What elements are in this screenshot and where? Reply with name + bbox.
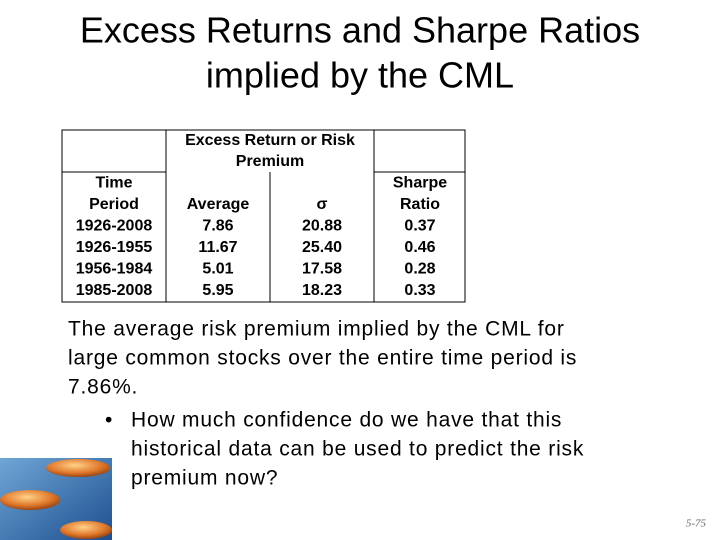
table-cell: 18.23 (302, 282, 342, 299)
table-cell: 0.46 (404, 239, 435, 256)
table-cell: 1985-2008 (76, 282, 153, 299)
table-cell: 1926-2008 (76, 218, 153, 235)
group-header: Premium (236, 153, 304, 170)
column-header: σ (317, 196, 328, 213)
column-header: Time (95, 175, 132, 192)
paragraph-line: large common stocks over the entire time… (68, 347, 577, 370)
bullet-line: How much confidence do we have that this (131, 409, 562, 432)
table-cell: 11.67 (198, 239, 237, 256)
slide-title: Excess Returns and Sharpe Ratios (80, 10, 640, 51)
table-cell: 20.88 (302, 218, 342, 235)
table-cell: 1956-1984 (76, 261, 153, 278)
column-header: Average (187, 196, 250, 213)
table-cell: 0.33 (404, 282, 435, 299)
table-cell: 17.58 (302, 261, 342, 278)
paragraph-line: The average risk premium implied by the … (68, 318, 565, 341)
column-header: Ratio (400, 196, 440, 213)
table-cell: 5.95 (202, 282, 233, 299)
decor-image (0, 458, 112, 540)
table-cell: 7.86 (202, 218, 233, 235)
page-number: 5-75 (686, 518, 707, 530)
table-cell: 0.37 (404, 218, 435, 235)
bullet-line: historical data can be used to predict t… (131, 438, 584, 461)
column-header: Sharpe (393, 175, 447, 192)
table-cell: 5.01 (202, 261, 233, 278)
bullet-marker: • (105, 409, 113, 432)
bullet-line: premium now? (131, 467, 278, 490)
group-header: Excess Return or Risk (185, 132, 355, 149)
column-header: Period (89, 196, 139, 213)
slide-title: implied by the CML (206, 55, 514, 96)
paragraph-line: 7.86%. (68, 376, 138, 399)
table-cell: 0.28 (404, 261, 435, 278)
table-cell: 1926-1955 (76, 239, 153, 256)
table-cell: 25.40 (302, 239, 342, 256)
content: Excess Returns and Sharpe Ratiosimplied … (68, 10, 706, 530)
table-borders (61, 129, 466, 303)
